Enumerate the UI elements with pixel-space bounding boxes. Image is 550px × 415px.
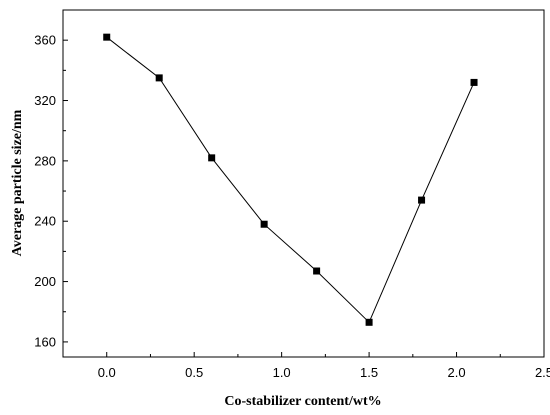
data-point [155,74,163,82]
x-tick-label: 2.0 [448,365,466,380]
x-tick-label: 0.5 [185,365,203,380]
series-line [106,36,475,324]
y-tick-label: 320 [34,93,56,108]
data-point [313,267,321,275]
y-tick-label: 280 [34,153,56,168]
y-tick-label: 160 [34,334,56,349]
plot-frame [62,9,545,358]
y-tick-label: 360 [34,33,56,48]
data-point [260,220,268,228]
x-tick-label: 0.0 [98,365,116,380]
y-axis-title: Average particle size/nm [10,109,25,256]
data-point [208,154,216,162]
x-tick-label: 1.5 [360,365,378,380]
y-tick-label: 200 [34,274,56,289]
y-axis: 160 200 240 280 320 360 [34,33,68,349]
data-point [103,33,111,41]
y-tick-label: 240 [34,214,56,229]
data-point [418,196,426,204]
x-axis-title: Co-stabilizer content/wt% [224,394,381,409]
data-point [365,318,373,326]
data-point [470,78,478,86]
x-tick-label: 2.5 [535,365,550,380]
series-markers [103,33,478,326]
x-tick-label: 1.0 [273,365,291,380]
x-axis: 0.0 0.5 1.0 1.5 2.0 2.5 [98,352,550,380]
